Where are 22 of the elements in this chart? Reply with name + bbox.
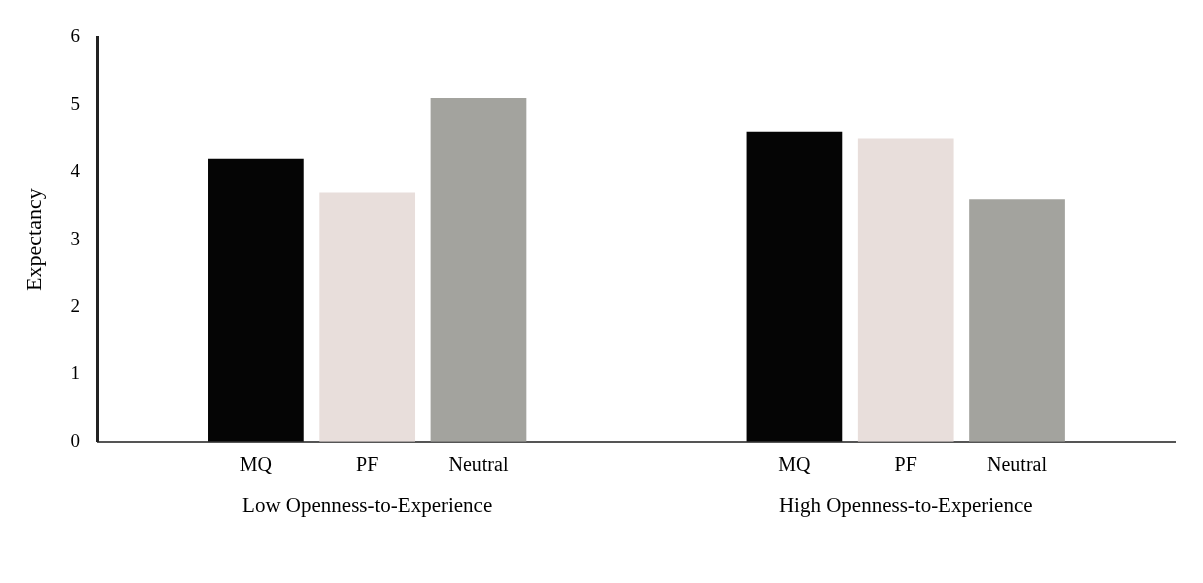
y-tick-label: 2 — [70, 294, 80, 316]
text: Neutral — [987, 453, 1048, 476]
y-tick-label: 4 — [70, 160, 81, 182]
text: MQ — [778, 453, 811, 476]
bar — [208, 158, 304, 442]
series-label: MQ — [239, 453, 273, 476]
y-tick-label: 5 — [70, 92, 80, 114]
y-tick-label: 6 — [70, 25, 80, 47]
y-tick-label: 3 — [70, 227, 80, 249]
text: PF — [894, 453, 917, 476]
bar — [969, 199, 1065, 442]
bar — [857, 138, 954, 442]
bar — [746, 131, 843, 442]
y-axis-title: Expectancy — [20, 188, 46, 291]
x-tick-label: High Openness-to-Experience — [778, 492, 1033, 517]
bar — [319, 192, 416, 442]
series-label: Neutral — [448, 453, 509, 476]
bar — [430, 98, 527, 442]
series-label: PF — [356, 453, 379, 476]
y-tick-label: 1 — [70, 362, 80, 384]
x-tick-label: Low Openness-to-Experience — [242, 492, 493, 517]
y-tick-label: 0 — [70, 429, 80, 451]
